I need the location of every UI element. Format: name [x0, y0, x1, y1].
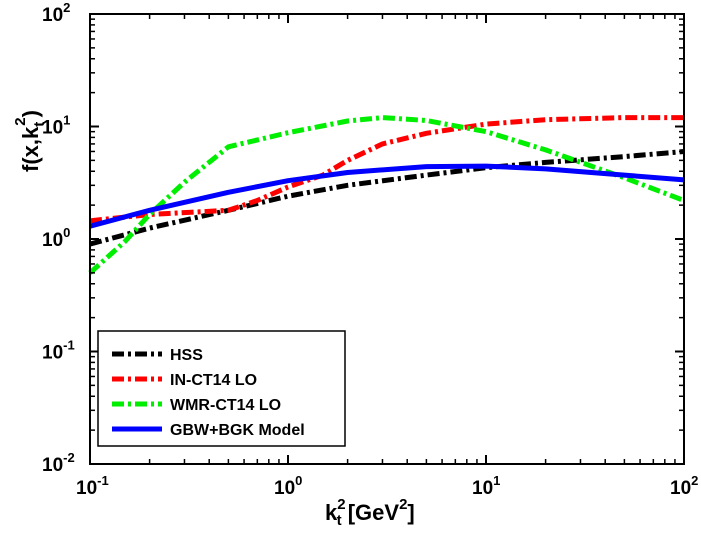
y-tick-exp: 0: [63, 225, 70, 240]
x-tick-base: 10: [76, 478, 97, 499]
y-tick-exp: -1: [63, 338, 75, 353]
y-tick-exp: 2: [63, 0, 70, 15]
x-tick-base: 10: [472, 478, 493, 499]
x-axis-title-close: ]: [407, 500, 414, 525]
x-tick-base: 10: [274, 478, 295, 499]
series-layer: [88, 115, 685, 275]
y-tick-base: 10: [42, 118, 63, 139]
series-line-2: [88, 115, 685, 275]
series-line-1: [89, 115, 684, 224]
y-tick-base: 10: [42, 5, 63, 26]
x-tick-label: 101: [472, 473, 500, 499]
x-tick-base: 10: [670, 478, 691, 499]
y-axis-title-close: ): [18, 110, 43, 117]
y-axis-title-sup: 2: [12, 117, 29, 125]
x-tick-label: 10-1: [76, 473, 109, 499]
y-tick-exp: -2: [63, 450, 75, 465]
y-tick-label: 100: [42, 225, 70, 251]
y-tick-label: 101: [42, 113, 70, 139]
series-line-3: [89, 163, 685, 229]
legend-label-1: IN-CT14 LO: [170, 372, 257, 389]
y-tick-label: 10-1: [42, 338, 75, 364]
y-tick-base: 10: [42, 455, 63, 476]
y-tick-base: 10: [42, 343, 63, 364]
x-axis-title-sub: t: [337, 512, 342, 529]
x-axis-title-base: k: [325, 500, 338, 525]
x-tick-label: 102: [670, 473, 698, 499]
x-tick-exp: -1: [97, 473, 109, 488]
legend-items: HSS IN-CT14 LO WMR-CT14 LO GBW+BGK Model: [112, 347, 305, 439]
y-tick-label: 10-2: [42, 450, 75, 476]
y-tick-label: 102: [42, 0, 70, 26]
x-axis-title: k2 t [GeV2]: [325, 496, 415, 529]
y-axis-title-sub: t: [31, 122, 48, 127]
x-axis-title-unit-sup: 2: [399, 496, 407, 513]
x-tick-label: 100: [274, 473, 302, 499]
series-line-0: [89, 149, 685, 247]
y-tick-exp: 1: [63, 113, 70, 128]
legend: HSS IN-CT14 LO WMR-CT14 LO GBW+BGK Model: [97, 330, 346, 447]
x-axis-title-sup: 2: [337, 496, 345, 513]
x-axis-title-unit: [GeV: [342, 500, 400, 525]
y-axis-title: f(x,kt2): [12, 110, 48, 172]
x-tick-exp: 0: [295, 473, 302, 488]
legend-label-3: GBW+BGK Model: [170, 422, 305, 439]
legend-label-2: WMR-CT14 LO: [170, 397, 281, 414]
y-tick-base: 10: [42, 230, 63, 251]
x-tick-exp: 1: [493, 473, 500, 488]
y-axis-title-text: f(x,k: [18, 126, 43, 172]
x-tick-exp: 2: [691, 473, 698, 488]
legend-label-0: HSS: [170, 347, 203, 364]
